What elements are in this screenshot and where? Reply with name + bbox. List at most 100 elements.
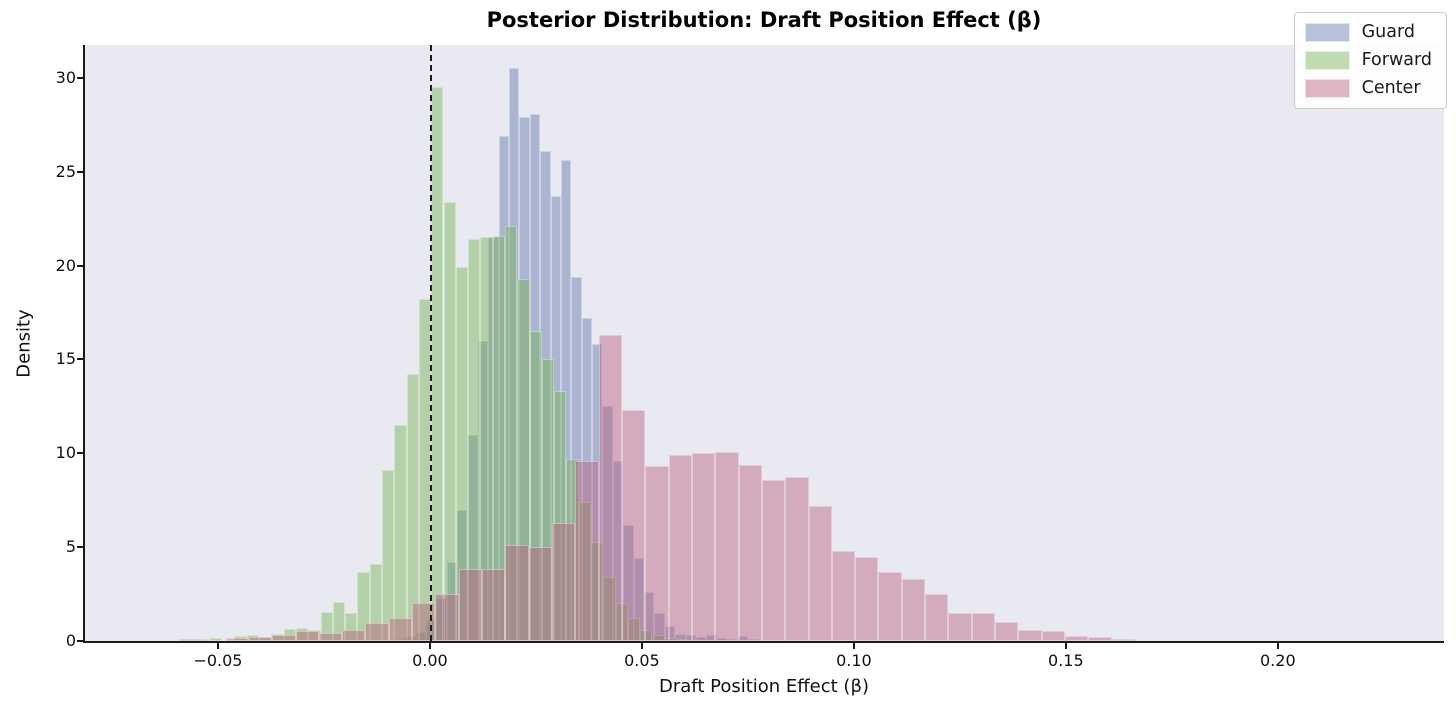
hist-bar-center xyxy=(878,571,902,641)
hist-bar-center xyxy=(1041,630,1065,641)
hist-bar-forward xyxy=(345,612,358,641)
hist-bar-center xyxy=(412,603,436,641)
hist-bar-guard xyxy=(644,592,655,641)
hist-bar-center xyxy=(272,635,296,641)
hist-bar-guard xyxy=(467,434,478,641)
hist-bar-center xyxy=(342,629,366,641)
hist-bar-center xyxy=(831,550,856,641)
hist-bar-guard xyxy=(654,612,665,641)
hist-bar-forward xyxy=(259,637,272,641)
hist-bar-center xyxy=(365,623,389,641)
hist-bar-guard xyxy=(633,558,644,641)
legend-label: Forward xyxy=(1361,49,1432,70)
hist-bar-center xyxy=(738,464,762,641)
hist-bar-forward xyxy=(406,374,419,641)
hist-bar-guard xyxy=(415,631,426,641)
hist-bar-guard xyxy=(560,160,572,641)
hist-bar-forward xyxy=(332,601,346,641)
hist-bar-forward xyxy=(234,636,247,641)
hist-bar-forward xyxy=(615,603,628,641)
hist-bar-guard xyxy=(571,276,582,641)
hist-bar-center xyxy=(1018,629,1042,641)
hist-bar-guard xyxy=(405,636,416,641)
legend-item-center: Center xyxy=(1304,77,1432,98)
legend-swatch-center xyxy=(1304,79,1350,98)
hist-bar-guard xyxy=(612,460,624,641)
legend: Guard Forward Center xyxy=(1293,12,1447,109)
hist-bar-forward xyxy=(209,638,223,641)
hist-bar-guard xyxy=(446,562,458,641)
y-tick-mark xyxy=(77,452,83,455)
hist-bar-center xyxy=(388,618,413,641)
hist-bar-forward xyxy=(627,618,641,641)
hist-bar-forward xyxy=(480,237,493,641)
hist-bar-center xyxy=(761,479,786,641)
hist-bar-guard xyxy=(529,113,541,641)
hist-bar-forward xyxy=(541,359,555,641)
hist-bar-center xyxy=(925,594,949,641)
hist-bar-guard xyxy=(685,635,696,641)
hist-bar-center xyxy=(435,594,459,641)
hist-bar-guard xyxy=(498,136,509,641)
x-tick-mark xyxy=(1064,643,1067,649)
hist-bar-forward xyxy=(677,639,690,641)
legend-label: Guard xyxy=(1361,21,1415,42)
zero-reference-line xyxy=(429,45,432,641)
hist-bar-forward xyxy=(197,639,210,641)
hist-bar-guard xyxy=(695,637,707,641)
hist-bar-guard xyxy=(623,524,634,641)
hist-bar-guard xyxy=(436,597,447,641)
y-axis-label: Density xyxy=(13,309,35,378)
hist-bar-guard xyxy=(394,639,406,641)
hist-bar-center xyxy=(482,568,506,641)
hist-bar-guard xyxy=(519,117,530,641)
hist-bar-center xyxy=(225,638,249,641)
y-tick-mark xyxy=(77,358,83,361)
hist-bar-forward xyxy=(652,635,665,641)
hist-bar-guard xyxy=(706,635,717,641)
hist-bar-center xyxy=(295,630,319,641)
y-tick-label: 5 xyxy=(65,537,76,557)
hist-bar-center xyxy=(971,612,996,641)
hist-bar-forward xyxy=(320,611,333,641)
hist-bar-forward xyxy=(554,391,567,641)
chart-title: Posterior Distribution: Draft Position E… xyxy=(486,8,1042,32)
x-tick-label: 0.15 xyxy=(1048,651,1084,670)
hist-bar-center xyxy=(598,335,622,641)
legend-item-guard: Guard xyxy=(1304,21,1432,42)
hist-bar-forward xyxy=(382,470,395,641)
hist-bar-center xyxy=(552,522,576,641)
hist-bar-center xyxy=(808,505,832,641)
hist-bar-center xyxy=(668,455,692,641)
y-tick-label: 20 xyxy=(55,255,76,275)
hist-bar-center xyxy=(948,612,972,641)
legend-label: Center xyxy=(1361,77,1421,98)
hist-bar-guard xyxy=(727,639,738,641)
hist-bar-guard xyxy=(477,340,489,641)
x-tick-label: 0.05 xyxy=(624,651,660,670)
hist-bar-guard xyxy=(592,344,603,641)
hist-bar-forward xyxy=(578,502,592,641)
hist-bar-forward xyxy=(504,226,518,641)
hist-bar-center xyxy=(621,410,646,641)
hist-bar-guard xyxy=(540,151,551,641)
hist-bar-center xyxy=(458,568,483,641)
hist-bar-center xyxy=(318,632,343,641)
hist-bar-forward xyxy=(468,239,481,641)
hist-bar-center xyxy=(901,579,926,641)
y-tick-mark xyxy=(77,640,83,642)
y-tick-label: 0 xyxy=(65,631,76,650)
hist-bar-forward xyxy=(394,425,407,641)
x-tick-label: 0.00 xyxy=(412,651,448,670)
hist-bar-forward xyxy=(492,235,505,641)
hist-bar-forward xyxy=(443,201,456,641)
x-tick-mark xyxy=(428,643,431,649)
hist-bar-guard xyxy=(716,638,728,641)
hist-bar-guard xyxy=(488,237,499,641)
y-tick-mark xyxy=(77,170,83,173)
y-tick-label: 30 xyxy=(55,67,76,87)
hist-bar-guard xyxy=(747,639,759,641)
hist-bar-guard xyxy=(509,68,520,641)
hist-bar-forward xyxy=(640,629,653,641)
